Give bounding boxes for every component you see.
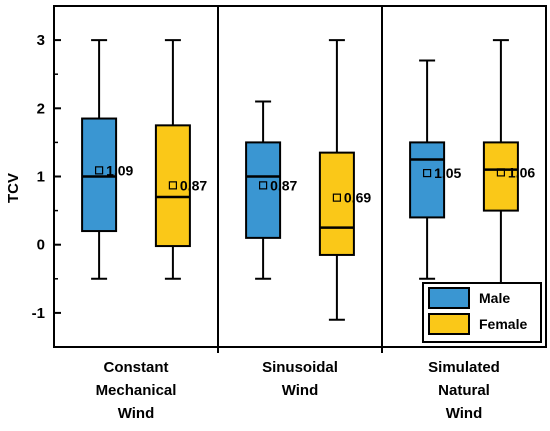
mean-marker	[332, 193, 341, 202]
mean-label: 1.05	[434, 165, 461, 181]
x-category-label: Mechanical	[96, 382, 177, 399]
box-male-1: 1.09	[81, 39, 134, 280]
legend-swatch-female	[428, 313, 470, 335]
box-male-2: 0.87	[245, 100, 298, 280]
x-category-label: Natural	[438, 382, 490, 399]
x-category-label: Wind	[118, 405, 155, 422]
y-tick-label: 3	[37, 32, 45, 49]
mean-marker	[423, 168, 432, 178]
mean-label: 0.87	[270, 177, 297, 193]
y-tick-label: 2	[37, 100, 45, 117]
iqr-box	[154, 124, 191, 248]
mean-marker	[259, 181, 268, 190]
mean-marker	[168, 181, 177, 190]
iqr-box	[409, 141, 446, 219]
y-tick-label: -1	[32, 305, 45, 322]
box-female-1: 0.87	[154, 39, 207, 280]
x-axis-category-labels: Constant Mechanical Wind Sinusoidal Wind Simu…	[96, 359, 500, 422]
iqr-box	[318, 151, 355, 256]
y-tick-label: 0	[37, 237, 45, 254]
legend-label-male: Male	[479, 290, 510, 306]
x-category-label: Wind	[282, 382, 319, 399]
mean-label: 1.09	[106, 162, 133, 178]
x-category-label: Sinusoidal	[262, 359, 338, 376]
x-category-label: Constant	[104, 359, 169, 376]
x-category-label: Simulated	[428, 359, 500, 376]
y-tick-label: 1	[37, 169, 45, 186]
box-female-2: 0.69	[318, 39, 371, 321]
box-male-3: 1.05	[409, 59, 462, 280]
mean-marker	[94, 166, 104, 175]
legend-swatch-male	[428, 287, 470, 309]
legend-label-female: Female	[479, 316, 527, 332]
mean-label: 0.87	[180, 177, 207, 193]
y-axis-label-group: TCV	[5, 173, 22, 203]
y-axis: -1 0 1 2 3	[32, 32, 383, 353]
mean-label: 0.69	[344, 190, 371, 206]
x-category-label: Wind	[446, 405, 483, 422]
y-axis-label: TCV	[5, 173, 22, 203]
box-series: 1.09 0.87 1.05 0.87 0.69 1.06	[81, 39, 535, 321]
mean-label: 1.06	[508, 164, 535, 180]
box-female-3: 1.06	[482, 39, 535, 287]
iqr-box	[81, 117, 118, 233]
legend: Male Female	[422, 282, 542, 343]
iqr-box	[245, 141, 282, 239]
mean-marker	[496, 168, 505, 177]
